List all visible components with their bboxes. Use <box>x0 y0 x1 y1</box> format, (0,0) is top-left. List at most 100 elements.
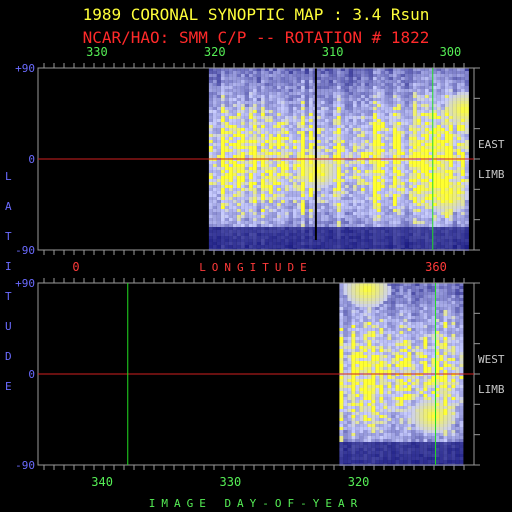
heatmap-cell <box>284 176 289 179</box>
heatmap-cell <box>387 343 392 346</box>
heatmap-cell <box>396 119 401 122</box>
heatmap-cell <box>248 68 253 71</box>
heatmap-cell <box>364 161 369 164</box>
heatmap-cell <box>404 233 409 236</box>
heatmap-cell <box>208 215 213 218</box>
heatmap-cell <box>464 119 469 122</box>
heatmap-cell <box>216 80 221 83</box>
heatmap-cell <box>320 77 325 80</box>
heatmap-cell <box>276 119 281 122</box>
heatmap-cell <box>356 146 361 149</box>
heatmap-cell <box>344 173 349 176</box>
heatmap-cell <box>376 206 381 209</box>
heatmap-cell <box>324 68 329 71</box>
heatmap-cell <box>360 173 365 176</box>
heatmap-cell <box>256 152 261 155</box>
heatmap-cell <box>280 176 285 179</box>
heatmap-cell <box>316 173 321 176</box>
heatmap-cell <box>395 388 400 391</box>
heatmap-cell <box>300 200 305 203</box>
heatmap-cell <box>404 236 409 239</box>
heatmap-cell <box>359 394 364 397</box>
heatmap-cell <box>336 107 341 110</box>
heatmap-cell <box>256 137 261 140</box>
heatmap-cell <box>383 379 388 382</box>
heatmap-cell <box>416 137 421 140</box>
heatmap-cell <box>368 164 373 167</box>
heatmap-cell <box>352 134 357 137</box>
heatmap-cell <box>272 74 277 77</box>
heatmap-cell <box>391 382 396 385</box>
heatmap-cell <box>368 68 373 71</box>
heatmap-cell <box>383 421 388 424</box>
heatmap-cell <box>347 349 352 352</box>
heatmap-cell <box>252 77 257 80</box>
heatmap-cell <box>424 167 429 170</box>
heatmap-cell <box>359 304 364 307</box>
heatmap-cell <box>448 212 453 215</box>
heatmap-cell <box>375 343 380 346</box>
heatmap-cell <box>371 439 376 442</box>
heatmap-cell <box>352 113 357 116</box>
heatmap-cell <box>388 110 393 113</box>
heatmap-cell <box>436 218 441 221</box>
heatmap-cell <box>220 113 225 116</box>
heatmap-cell <box>380 125 385 128</box>
heatmap-cell <box>348 68 353 71</box>
heatmap-cell <box>264 200 269 203</box>
heatmap-cell <box>332 68 337 71</box>
heatmap-cell <box>272 68 277 71</box>
heatmap-cell <box>352 191 357 194</box>
heatmap-cell <box>460 86 465 89</box>
heatmap-cell <box>320 149 325 152</box>
heatmap-cell <box>388 86 393 89</box>
heatmap-cell <box>380 149 385 152</box>
heatmap-cell <box>352 89 357 92</box>
heatmap-cell <box>328 122 333 125</box>
carrington-tick-label: 310 <box>322 45 344 59</box>
heatmap-cell <box>288 98 293 101</box>
heatmap-cell <box>452 86 457 89</box>
heatmap-cell <box>212 239 217 242</box>
heatmap-cell <box>464 74 469 77</box>
heatmap-cell <box>244 203 249 206</box>
heatmap-cell <box>404 98 409 101</box>
heatmap-cell <box>292 182 297 185</box>
heatmap-cell <box>408 164 413 167</box>
heatmap-cell <box>432 227 437 230</box>
heatmap-cell <box>375 370 380 373</box>
heatmap-cell <box>388 128 393 131</box>
heatmap-cell <box>236 128 241 131</box>
heatmap-cell <box>324 176 329 179</box>
heatmap-cell <box>432 155 437 158</box>
heatmap-cell <box>351 415 356 418</box>
heatmap-cell <box>424 83 429 86</box>
heatmap-cell <box>280 86 285 89</box>
heatmap-cell <box>316 80 321 83</box>
heatmap-cell <box>339 436 344 439</box>
heatmap-cell <box>384 173 389 176</box>
heatmap-cell <box>392 149 397 152</box>
heatmap-cell <box>372 155 377 158</box>
heatmap-cell <box>392 86 397 89</box>
heatmap-cell <box>400 212 405 215</box>
heatmap-cell <box>340 227 345 230</box>
heatmap-cell <box>304 83 309 86</box>
heatmap-cell <box>256 206 261 209</box>
heatmap-cell <box>424 212 429 215</box>
heatmap-cell <box>264 224 269 227</box>
heatmap-cell <box>216 107 221 110</box>
heatmap-cell <box>300 191 305 194</box>
heatmap-cell <box>356 212 361 215</box>
heatmap-cell <box>364 104 369 107</box>
heatmap-cell <box>284 191 289 194</box>
heatmap-cell <box>276 212 281 215</box>
heatmap-cell <box>320 152 325 155</box>
heatmap-cell <box>224 68 229 71</box>
heatmap-cell <box>355 337 360 340</box>
heatmap-cell <box>424 134 429 137</box>
heatmap-cell <box>379 322 384 325</box>
heatmap-cell <box>359 301 364 304</box>
heatmap-cell <box>420 173 425 176</box>
heatmap-cell <box>388 107 393 110</box>
